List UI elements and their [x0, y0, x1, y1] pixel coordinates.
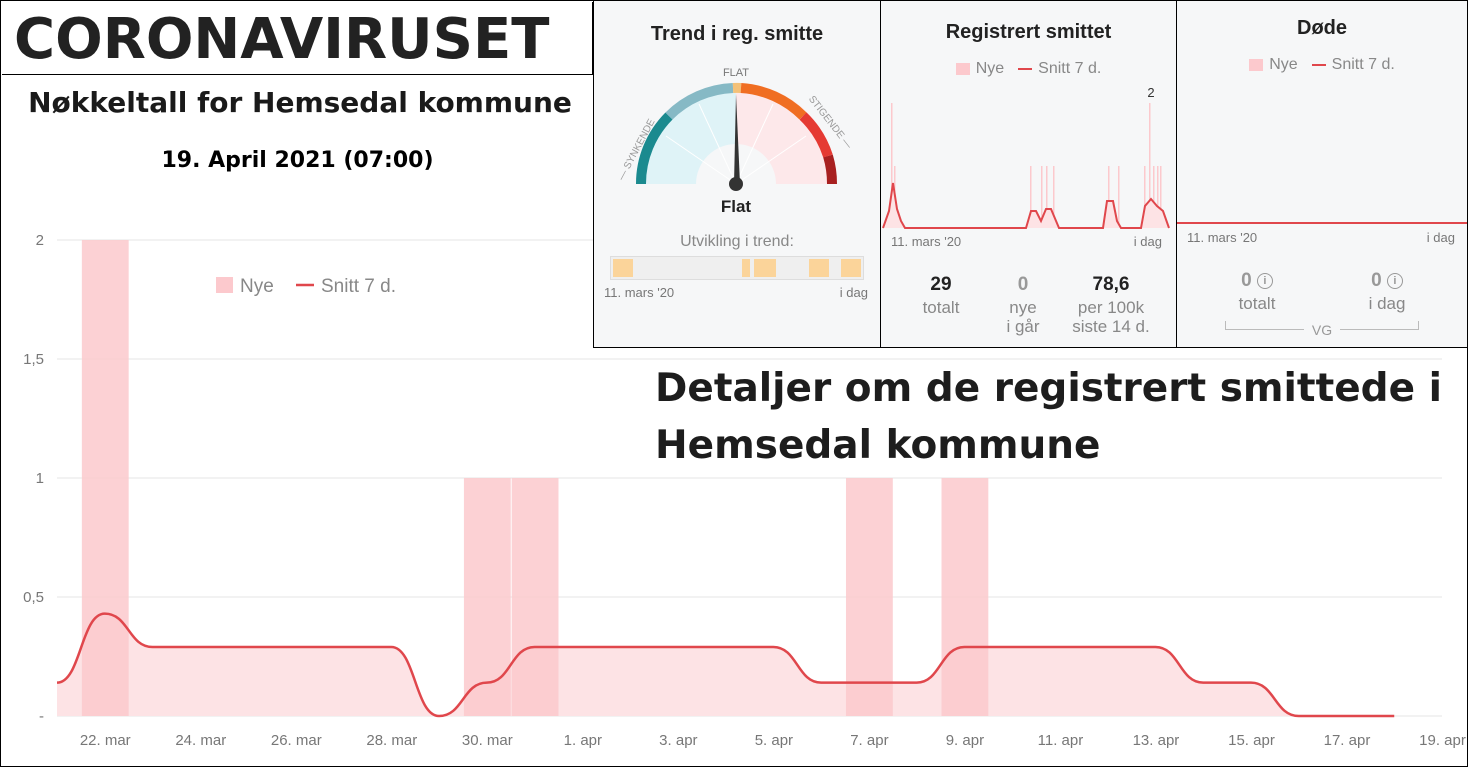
brand-title: CORONAVIRUSET [14, 7, 550, 72]
gauge-label-top: FLAT [723, 67, 749, 79]
x-tick-label: 15. apr [1228, 732, 1275, 749]
reg-x-start: 11. mars '20 [891, 234, 962, 249]
new-cases-bar [463, 478, 511, 716]
x-axis-labels: 22. mar 24. mar 26. mar 28. mar 30. mar 1. ap… [80, 732, 1466, 749]
y-tick-label: 2 [36, 232, 44, 249]
reg-legend-avg: Snitt 7 d. [1038, 60, 1102, 77]
deaths-legend-avg: Snitt 7 d. [1331, 56, 1395, 73]
y-tick-label: 1 [36, 470, 44, 487]
x-tick-label: 17. apr [1324, 732, 1371, 749]
deaths-x-end: i dag [1426, 230, 1455, 245]
x-tick-label: 30. mar [462, 732, 513, 749]
legend-avg-label: Snitt 7 d. [321, 276, 396, 297]
gauge-right-fill [736, 83, 837, 184]
x-tick-label: 5. apr [755, 732, 793, 749]
reg-stat-new: 0 nye i går [1006, 274, 1040, 336]
report-date: 19. April 2021 (07:00) [161, 148, 434, 173]
x-tick-label: 3. apr [659, 732, 697, 749]
legend-new-label: Nye [240, 276, 274, 297]
trend-gauge: FLAT — SYNKENDE STIGENDE — Flat [616, 67, 854, 216]
x-tick-label: 28. mar [366, 732, 417, 749]
trend-x-start: 11. mars '20 [604, 285, 675, 300]
deaths-panel: Døde Nye Snitt 7 d. 11. mars '20 i dag 0 … [1176, 0, 1468, 348]
new-cases-bar [845, 478, 893, 716]
registered-panel: Registrert smittet Nye Snitt 7 d. 2 11. m… [880, 0, 1177, 348]
new-cases-bar [941, 478, 989, 716]
details-heading: Detaljer om de registrert smittede i Hem… [655, 360, 1445, 474]
avg-area [57, 613, 1395, 716]
registered-title: Registrert smittet [945, 21, 1112, 43]
y-tick-label: - [39, 708, 44, 725]
reg-mini-bars [891, 103, 1162, 228]
reg-legend-new: Nye [975, 60, 1005, 77]
deaths-legend: Nye Snitt 7 d. [1177, 56, 1467, 74]
y-tick-label: 1,5 [23, 351, 44, 368]
x-tick-label: 7. apr [850, 732, 888, 749]
x-tick-label: 26. mar [271, 732, 322, 749]
details-line-1: Detaljer om de registrert smittede i [655, 366, 1442, 411]
reg-stat-total: 29 totalt [922, 274, 960, 317]
reg-x-end: i dag [1133, 234, 1162, 249]
new-cases-bar [81, 240, 129, 716]
legend-bar-swatch [216, 277, 233, 293]
avg-line [56, 612, 1395, 718]
page-title: Nøkkeltall for Hemsedal kommune [28, 86, 572, 119]
deaths-title: Døde [1297, 17, 1347, 39]
new-cases-bar [511, 478, 559, 716]
gauge-left-fill [636, 83, 736, 184]
reg-stat-per100k: 78,6 per 100k siste 14 d. [1072, 274, 1150, 336]
trend-strip [610, 256, 864, 280]
reg-peak-label: 2 [1147, 85, 1154, 100]
trend-title: Trend i reg. smitte [650, 23, 824, 45]
deaths-legend-new: Nye [1269, 56, 1298, 73]
x-tick-label: 13. apr [1133, 732, 1180, 749]
details-line-2: Hemsedal kommune [655, 423, 1101, 468]
deaths-x-start: 11. mars '20 [1187, 230, 1258, 245]
registered-mini-chart: 2 [882, 85, 1170, 229]
trend-x-end: i dag [839, 285, 868, 300]
brand-box: CORONAVIRUSET [2, 2, 593, 75]
trend-panel: Trend i reg. smitte FLAT — SYNKENDE STIG… [593, 0, 881, 348]
info-icon: i [1386, 272, 1403, 289]
info-icon: i [1256, 272, 1273, 289]
x-tick-label: 11. apr [1038, 732, 1084, 749]
trend-dev-label: Utvikling i trend: [680, 233, 794, 250]
y-axis-labels: - 0,5 1 1,5 2 [23, 232, 44, 725]
x-tick-label: 22. mar [80, 732, 131, 749]
vg-label: VG [1303, 322, 1341, 338]
registered-legend: Nye Snitt 7 d. [881, 60, 1176, 78]
y-tick-label: 0,5 [23, 589, 44, 606]
x-tick-label: 19. apr [1419, 732, 1466, 749]
trend-value: Flat [721, 197, 752, 216]
deaths-zero-line [1177, 222, 1467, 224]
deaths-stat-total: 0 i totalt [1238, 270, 1276, 313]
reg-mini-line [882, 182, 1170, 229]
deaths-source: VG [1177, 322, 1467, 338]
x-tick-label: 24. mar [175, 732, 226, 749]
x-tick-label: 9. apr [946, 732, 984, 749]
gauge-needle [734, 94, 740, 184]
main-legend: Nye Snitt 7 d. [216, 276, 396, 297]
bars-group [81, 240, 989, 716]
x-tick-label: 1. apr [564, 732, 602, 749]
